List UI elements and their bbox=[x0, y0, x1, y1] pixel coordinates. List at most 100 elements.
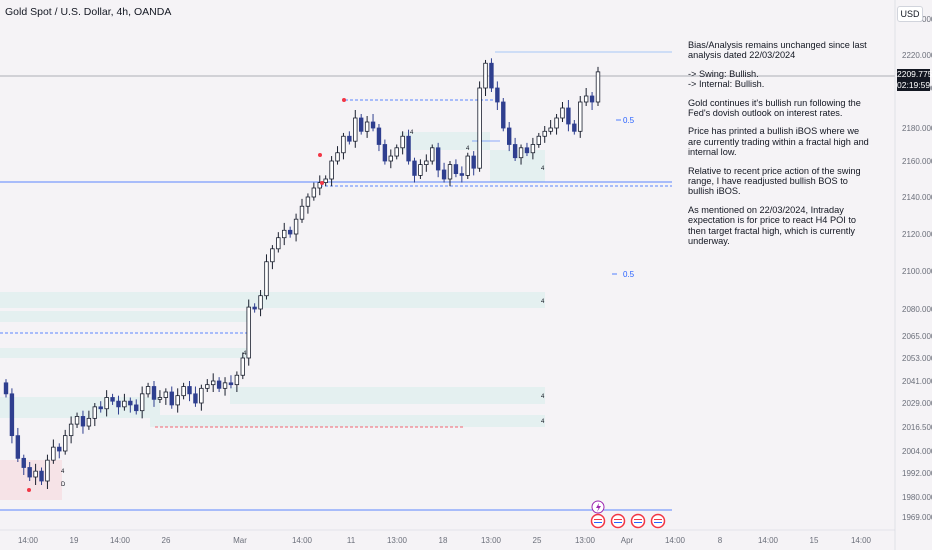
candle-body bbox=[139, 393, 145, 412]
price-tick-label: 2080.000 bbox=[902, 305, 932, 314]
us-flag-icon[interactable] bbox=[650, 513, 666, 529]
candle-body bbox=[234, 374, 240, 386]
time-axis[interactable]: 14:00 19 14:00 26 Mar 14:00 11 13:00 18 13:00 25 13… bbox=[0, 529, 895, 545]
candle-body bbox=[317, 182, 322, 189]
candle-body bbox=[199, 387, 204, 404]
candle-body bbox=[578, 101, 583, 132]
candle-body bbox=[400, 135, 405, 149]
candle-body bbox=[157, 397, 163, 400]
candle-body bbox=[293, 218, 299, 235]
us-flag-icon[interactable] bbox=[590, 513, 606, 529]
last-price-label: 2209.775 bbox=[897, 69, 932, 80]
poi-zone bbox=[0, 348, 248, 358]
candle-body bbox=[305, 196, 311, 207]
time-tick-label: 8 bbox=[718, 536, 723, 545]
candle-body bbox=[447, 164, 453, 180]
flag-stripe bbox=[614, 522, 622, 523]
candle-body bbox=[68, 423, 74, 437]
time-tick-label: 14:00 bbox=[665, 536, 686, 545]
zone-marker: 4 bbox=[541, 299, 545, 305]
candle-body bbox=[39, 470, 44, 482]
price-axis-bg bbox=[895, 0, 932, 550]
candle-body bbox=[122, 400, 127, 408]
poi-zone bbox=[0, 460, 62, 500]
candle-body bbox=[210, 380, 216, 386]
candle-body bbox=[424, 160, 429, 165]
candle-body bbox=[287, 229, 293, 235]
candle-body bbox=[406, 135, 411, 162]
zone-marker: 4 bbox=[410, 130, 414, 136]
candle-body bbox=[471, 155, 476, 169]
time-tick-label: 15 bbox=[810, 536, 819, 545]
candle-body bbox=[240, 357, 245, 376]
fib-label: 0.5 bbox=[623, 270, 635, 279]
analysis-paragraph: Gold continues it's bullish run followin… bbox=[688, 97, 861, 119]
candle-body bbox=[595, 71, 601, 103]
price-tick-label: 2041.000 bbox=[902, 377, 932, 386]
candle-body bbox=[264, 261, 269, 297]
flag-stripe bbox=[634, 522, 642, 523]
us-flag-icon[interactable] bbox=[630, 513, 646, 529]
candle-body bbox=[353, 117, 358, 142]
us-flag-icon[interactable] bbox=[610, 513, 626, 529]
candle-body bbox=[74, 416, 80, 425]
candlestick-series bbox=[3, 58, 601, 489]
flag-stripe bbox=[614, 519, 622, 520]
time-tick-label: 25 bbox=[533, 536, 542, 545]
price-tick-label: 1992.000 bbox=[902, 469, 932, 478]
fractal-dot bbox=[320, 181, 324, 185]
price-tick-label: 2140.000 bbox=[902, 193, 932, 202]
flag-stripe bbox=[654, 522, 662, 523]
poi-zone bbox=[400, 132, 490, 150]
candle-body bbox=[92, 406, 97, 419]
candle-body bbox=[376, 127, 382, 145]
candle-body bbox=[222, 382, 228, 389]
candle-body bbox=[246, 306, 251, 359]
currency-selector[interactable]: USD bbox=[897, 6, 923, 22]
fractal-dot bbox=[27, 488, 31, 492]
candle-body bbox=[270, 248, 275, 263]
price-axis[interactable]: 1969.000 1980.000 1992.000 2004.000 2016.500… bbox=[894, 0, 932, 550]
zone-marker: 4 bbox=[466, 146, 470, 152]
time-tick-label: 14:00 bbox=[851, 536, 872, 545]
flag-stripe bbox=[594, 519, 602, 520]
candle-body bbox=[341, 135, 346, 154]
candle-body bbox=[252, 306, 257, 310]
candle-body bbox=[27, 467, 32, 478]
candle-body bbox=[382, 144, 388, 162]
price-tick-label: 2120.000 bbox=[902, 230, 932, 239]
price-tick-label: 2180.000 bbox=[902, 124, 932, 133]
zone-marker: 4 bbox=[243, 351, 247, 357]
candle-body bbox=[51, 446, 56, 461]
price-tick-label: 2065.000 bbox=[902, 332, 932, 341]
candle-body bbox=[21, 457, 26, 468]
time-tick-label: 11 bbox=[347, 536, 356, 545]
time-tick-label: 14:00 bbox=[110, 536, 131, 545]
candle-body bbox=[128, 400, 133, 406]
candle-body bbox=[110, 397, 115, 402]
price-tick-label: 2029.000 bbox=[902, 399, 932, 408]
price-tick-label: 1969.000 bbox=[902, 513, 932, 522]
candle-body bbox=[45, 459, 50, 482]
candle-body bbox=[536, 135, 541, 145]
poi-zone bbox=[0, 311, 248, 322]
candle-body bbox=[572, 123, 577, 132]
candle-body bbox=[181, 386, 186, 397]
zone-marker: 4 bbox=[541, 166, 545, 172]
candle-body bbox=[33, 470, 38, 478]
fractal-dot bbox=[342, 98, 346, 102]
candle-body bbox=[560, 107, 565, 119]
price-tick-label: 2004.000 bbox=[902, 447, 932, 456]
analysis-swing: -> Swing: Bullish. bbox=[688, 68, 759, 79]
time-tick-label: Apr bbox=[621, 536, 634, 545]
candle-body bbox=[276, 237, 281, 250]
poi-zone bbox=[230, 387, 545, 404]
fib-label: 0.5 bbox=[623, 116, 635, 125]
candle-body bbox=[329, 160, 334, 180]
candle-body bbox=[370, 121, 376, 129]
candle-body bbox=[501, 101, 506, 129]
analysis-paragraph: Price has printed a bullish iBOS where w… bbox=[688, 126, 869, 158]
time-tick-label: Mar bbox=[233, 536, 247, 545]
